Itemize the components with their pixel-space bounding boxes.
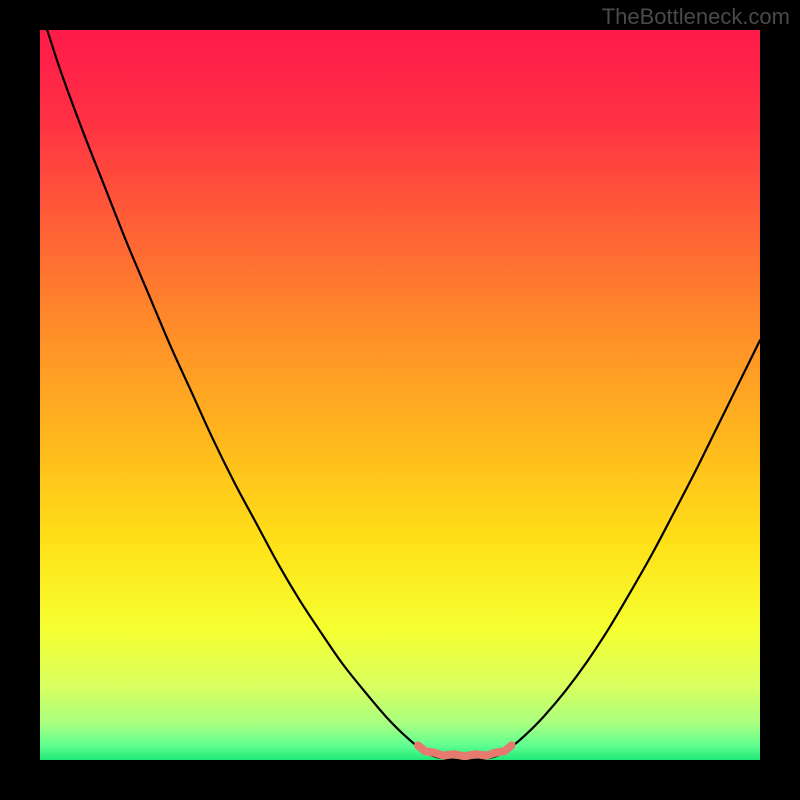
bottleneck-curve xyxy=(47,30,760,760)
chart-frame: TheBottleneck.com xyxy=(0,0,800,800)
curve-svg xyxy=(40,30,760,760)
plot-area xyxy=(40,30,760,760)
bottom-marker xyxy=(418,745,512,756)
watermark-text: TheBottleneck.com xyxy=(602,4,790,30)
